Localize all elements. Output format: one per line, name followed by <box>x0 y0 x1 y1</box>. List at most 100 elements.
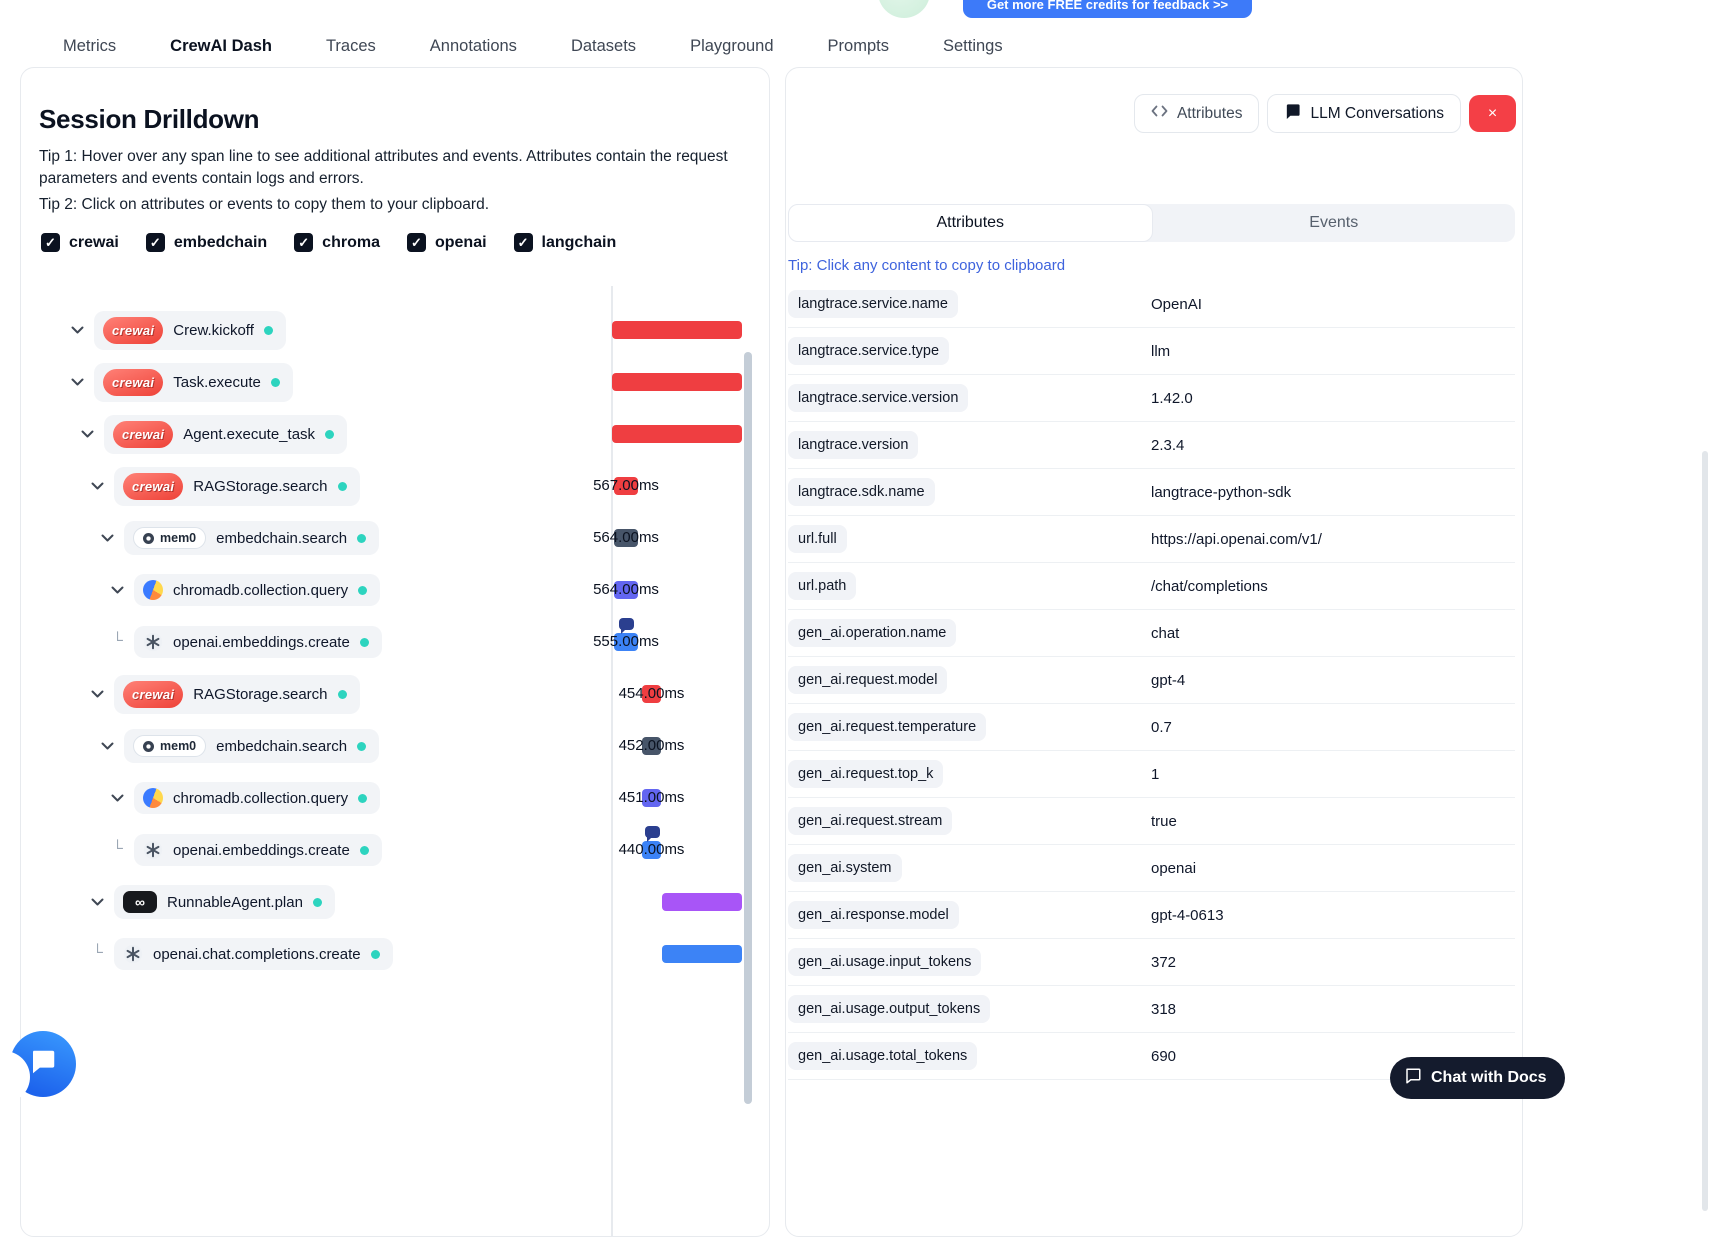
chevron-down-icon[interactable] <box>99 534 116 542</box>
tab-traces[interactable]: Traces <box>325 37 376 55</box>
chevron-down-icon[interactable] <box>109 794 126 802</box>
chevron-down-icon[interactable] <box>89 482 106 490</box>
attribute-value[interactable]: 690 <box>1151 1047 1177 1065</box>
span-pill-openai-embeddings-create[interactable]: openai.embeddings.create <box>134 834 382 866</box>
chevron-down-icon[interactable] <box>89 898 106 906</box>
attribute-row[interactable]: gen_ai.request.temperature 0.7 <box>788 704 1515 751</box>
attribute-row[interactable]: langtrace.service.version 1.42.0 <box>788 375 1515 422</box>
span-pill-embedchain-search[interactable]: mem0 embedchain.search <box>124 729 380 763</box>
span-row[interactable]: ∞ RunnableAgent.plan <box>21 876 755 928</box>
attributes-view-button[interactable]: Attributes <box>1133 94 1260 133</box>
span-pill-ragstorage-search[interactable]: crewai RAGStorage.search <box>114 466 360 506</box>
attribute-row[interactable]: langtrace.version 2.3.4 <box>788 422 1515 469</box>
attribute-key[interactable]: gen_ai.usage.input_tokens <box>788 948 982 976</box>
attribute-key[interactable]: langtrace.service.name <box>788 290 958 318</box>
span-duration-bar[interactable] <box>612 321 742 339</box>
attribute-key[interactable]: url.full <box>788 525 847 553</box>
tab-metrics[interactable]: Metrics <box>63 37 117 55</box>
llm-conversations-button[interactable]: LLM Conversations <box>1267 94 1461 133</box>
attribute-value[interactable]: 1.42.0 <box>1151 389 1193 407</box>
tab-events[interactable]: Events <box>1309 214 1359 231</box>
attribute-value[interactable]: true <box>1151 812 1177 830</box>
attribute-value[interactable]: 0.7 <box>1151 718 1172 736</box>
tab-settings[interactable]: Settings <box>942 37 1003 55</box>
credits-button[interactable]: Get more FREE credits for feedback >> <box>963 0 1252 18</box>
chevron-down-icon[interactable] <box>69 378 86 386</box>
chevron-down-icon[interactable] <box>109 586 126 594</box>
checkbox-icon[interactable]: ✓ <box>294 233 314 252</box>
filter-langchain[interactable]: ✓ langchain <box>513 233 616 252</box>
checkbox-icon[interactable]: ✓ <box>41 233 60 252</box>
span-pill-chromadb-collection-query[interactable]: chromadb.collection.query <box>134 782 381 814</box>
close-button[interactable]: × <box>1469 95 1516 132</box>
attribute-key[interactable]: gen_ai.usage.output_tokens <box>788 995 991 1023</box>
checkbox-icon[interactable]: ✓ <box>145 233 165 252</box>
span-row[interactable]: └ openai.embeddings.create 440.00ms <box>21 824 755 876</box>
attribute-value[interactable]: 2.3.4 <box>1151 436 1185 454</box>
span-row[interactable]: crewai Crew.kickoff <box>21 304 755 356</box>
span-row[interactable]: crewai RAGStorage.search 567.00ms <box>21 460 755 512</box>
span-duration-bar[interactable] <box>642 685 661 703</box>
chat-widget-button[interactable] <box>0 1031 76 1103</box>
attribute-row[interactable]: gen_ai.usage.input_tokens 372 <box>788 939 1515 986</box>
attribute-key[interactable]: gen_ai.request.stream <box>788 807 953 835</box>
attribute-value[interactable]: chat <box>1151 624 1180 642</box>
attribute-value[interactable]: /chat/completions <box>1151 577 1268 595</box>
attribute-value[interactable]: 318 <box>1151 1000 1177 1018</box>
checkbox-icon[interactable]: ✓ <box>513 233 533 252</box>
attribute-value[interactable]: 372 <box>1151 953 1177 971</box>
span-row[interactable]: chromadb.collection.query 564.00ms <box>21 564 755 616</box>
span-duration-bar[interactable] <box>614 633 638 651</box>
chat-with-docs-button[interactable]: Chat with Docs <box>1390 1057 1565 1099</box>
span-row[interactable]: chromadb.collection.query 451.00ms <box>21 772 755 824</box>
chevron-down-icon[interactable] <box>89 690 106 698</box>
attribute-key[interactable]: gen_ai.operation.name <box>788 619 957 647</box>
attribute-row[interactable]: gen_ai.request.top_k 1 <box>788 751 1515 798</box>
attribute-key[interactable]: gen_ai.system <box>788 854 902 882</box>
span-duration-bar[interactable] <box>642 789 661 807</box>
attribute-row[interactable]: gen_ai.usage.total_tokens 690 <box>788 1033 1515 1080</box>
attribute-value[interactable]: 1 <box>1151 765 1160 783</box>
span-row[interactable]: mem0 embedchain.search 564.00ms <box>21 512 755 564</box>
filter-embedchain[interactable]: ✓ embedchain <box>145 233 267 252</box>
span-pill-crew-kickoff[interactable]: crewai Crew.kickoff <box>94 310 286 350</box>
attribute-value[interactable]: OpenAI <box>1151 295 1202 313</box>
span-pill-openai-chat-completions-create[interactable]: openai.chat.completions.create <box>114 938 393 970</box>
attribute-key[interactable]: gen_ai.request.temperature <box>788 713 987 741</box>
tab-datasets[interactable]: Datasets <box>570 37 637 55</box>
span-row[interactable]: └ openai.chat.completions.create <box>21 928 755 980</box>
attribute-row[interactable]: url.path/chat/completions <box>788 563 1515 610</box>
span-duration-bar[interactable] <box>642 737 661 755</box>
span-duration-bar[interactable] <box>642 841 661 859</box>
attribute-row[interactable]: gen_ai.usage.output_tokens 318 <box>788 986 1515 1033</box>
span-pill-ragstorage-search[interactable]: crewai RAGStorage.search <box>114 674 360 714</box>
attribute-value[interactable]: https://api.openai.com/v1/ <box>1151 530 1322 548</box>
attribute-row[interactable]: gen_ai.request.model gpt-4 <box>788 657 1515 704</box>
span-duration-bar[interactable] <box>614 477 638 495</box>
span-pill-task-execute[interactable]: crewai Task.execute <box>94 362 293 402</box>
tab-annotations[interactable]: Annotations <box>429 37 517 55</box>
attribute-key[interactable]: gen_ai.request.model <box>788 666 948 694</box>
tab-attributes[interactable]: Attributes <box>788 204 1153 242</box>
span-pill-runnableagent-plan[interactable]: ∞ RunnableAgent.plan <box>114 885 335 919</box>
filter-chroma[interactable]: ✓ chroma <box>294 233 380 252</box>
attribute-row[interactable]: langtrace.service.type llm <box>788 328 1515 375</box>
span-row[interactable]: crewai RAGStorage.search 454.00ms <box>21 668 755 720</box>
attribute-value[interactable]: llm <box>1151 342 1171 360</box>
attribute-row[interactable]: gen_ai.operation.name chat <box>788 610 1515 657</box>
attribute-row[interactable]: url.full https://api.openai.com/v1/ <box>788 516 1515 563</box>
filter-crewai[interactable]: ✓ crewai <box>41 233 119 252</box>
span-duration-bar[interactable] <box>662 893 742 911</box>
span-row[interactable]: └ openai.embeddings.create 555.00ms <box>21 616 755 668</box>
attribute-key[interactable]: url.path <box>788 572 857 600</box>
tab-playground[interactable]: Playground <box>690 37 774 55</box>
span-duration-bar[interactable] <box>612 373 742 391</box>
copy-tip[interactable]: Tip: Click any content to copy to clipbo… <box>788 257 1066 274</box>
attribute-key[interactable]: langtrace.service.type <box>788 337 950 365</box>
attribute-key[interactable]: langtrace.version <box>788 431 919 459</box>
span-duration-bar[interactable] <box>612 425 742 443</box>
attribute-value[interactable]: gpt-4-0613 <box>1151 906 1224 924</box>
span-duration-bar[interactable] <box>662 945 742 963</box>
span-duration-bar[interactable] <box>614 529 638 547</box>
attribute-key[interactable]: gen_ai.response.model <box>788 901 959 929</box>
